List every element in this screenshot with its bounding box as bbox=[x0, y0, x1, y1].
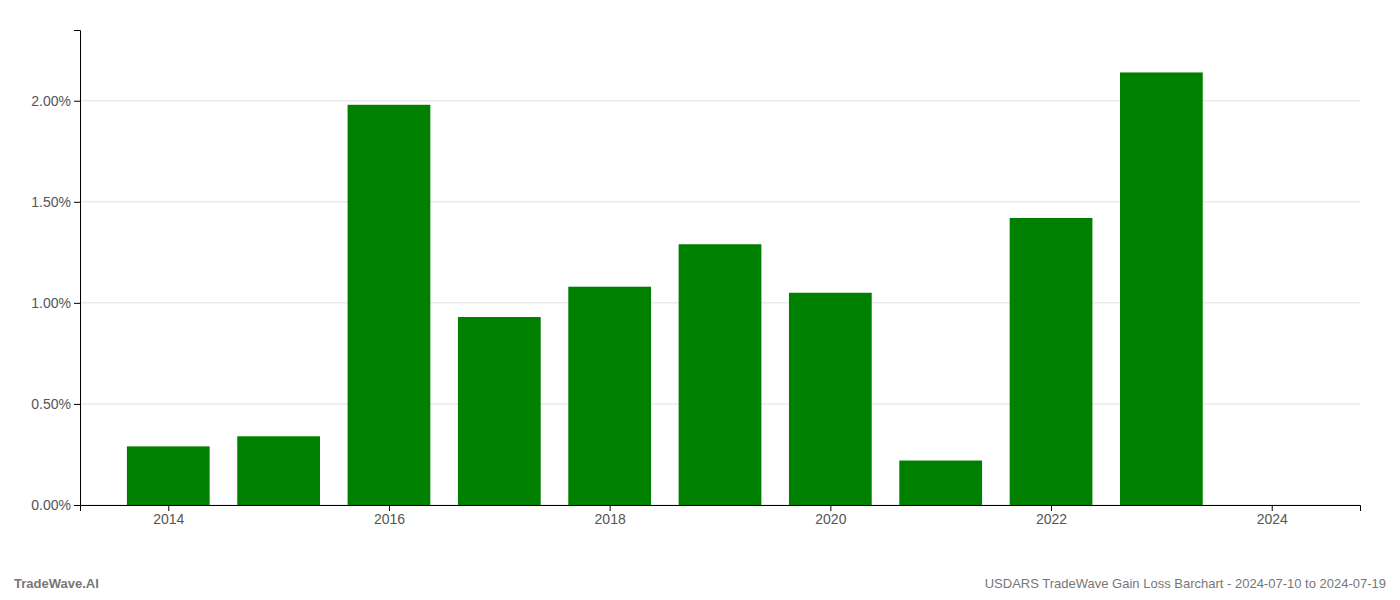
x-axis-line bbox=[81, 506, 1361, 512]
x-tick: 2016 bbox=[374, 505, 405, 527]
x-tick-label: 2024 bbox=[1257, 511, 1288, 527]
annotation: USDARS TradeWave Gain Loss Barchart - 20… bbox=[985, 576, 1386, 591]
x-tick-label: 2022 bbox=[1036, 511, 1067, 527]
y-tick: 0.50% bbox=[31, 396, 80, 412]
x-tick-label: 2014 bbox=[153, 511, 184, 527]
y-tick-mark bbox=[74, 404, 80, 405]
bar bbox=[127, 446, 210, 505]
bar bbox=[679, 244, 762, 505]
bar bbox=[458, 317, 541, 505]
x-tick: 2014 bbox=[153, 505, 184, 527]
y-tick-mark bbox=[74, 202, 80, 203]
y-axis: 0.00% 0.50% 1.00% 1.50% 2.00% bbox=[31, 31, 80, 513]
y-tick-label: 0.00% bbox=[31, 497, 71, 513]
bar bbox=[237, 436, 320, 505]
x-tick: 2024 bbox=[1257, 505, 1288, 527]
plot-area: 2014 2016 2018 2020 2022 2024 0.00% 0.50% 1.00% 1… bbox=[31, 31, 1360, 527]
x-tick-label: 2016 bbox=[374, 511, 405, 527]
y-tick-label: 0.50% bbox=[31, 396, 71, 412]
bar bbox=[1120, 72, 1203, 505]
y-tick-label: 2.00% bbox=[31, 93, 71, 109]
y-tick-label: 1.00% bbox=[31, 295, 71, 311]
chart: 2014 2016 2018 2020 2022 2024 0.00% 0.50% 1.00% 1… bbox=[0, 0, 1400, 600]
y-tick-mark bbox=[74, 101, 80, 102]
bar bbox=[568, 287, 651, 505]
x-axis: 2014 2016 2018 2020 2022 2024 bbox=[81, 505, 1361, 527]
y-tick-label: 1.50% bbox=[31, 194, 71, 210]
y-tick: 1.50% bbox=[31, 194, 80, 210]
bar bbox=[348, 105, 431, 505]
y-tick: 0.00% bbox=[31, 497, 80, 513]
annotation: TradeWave.AI bbox=[14, 576, 99, 591]
y-tick: 2.00% bbox=[31, 93, 80, 109]
y-tick: 1.00% bbox=[31, 295, 80, 311]
x-tick-label: 2020 bbox=[815, 511, 846, 527]
bars bbox=[127, 72, 1203, 505]
bar bbox=[1010, 218, 1093, 505]
x-tick-label: 2018 bbox=[595, 511, 626, 527]
y-tick-mark bbox=[74, 505, 80, 506]
x-tick: 2022 bbox=[1036, 505, 1067, 527]
bar bbox=[899, 461, 982, 505]
x-tick: 2020 bbox=[815, 505, 846, 527]
y-tick-mark bbox=[74, 303, 80, 304]
bar bbox=[789, 293, 872, 505]
y-axis-line bbox=[74, 31, 81, 506]
x-tick: 2018 bbox=[595, 505, 626, 527]
